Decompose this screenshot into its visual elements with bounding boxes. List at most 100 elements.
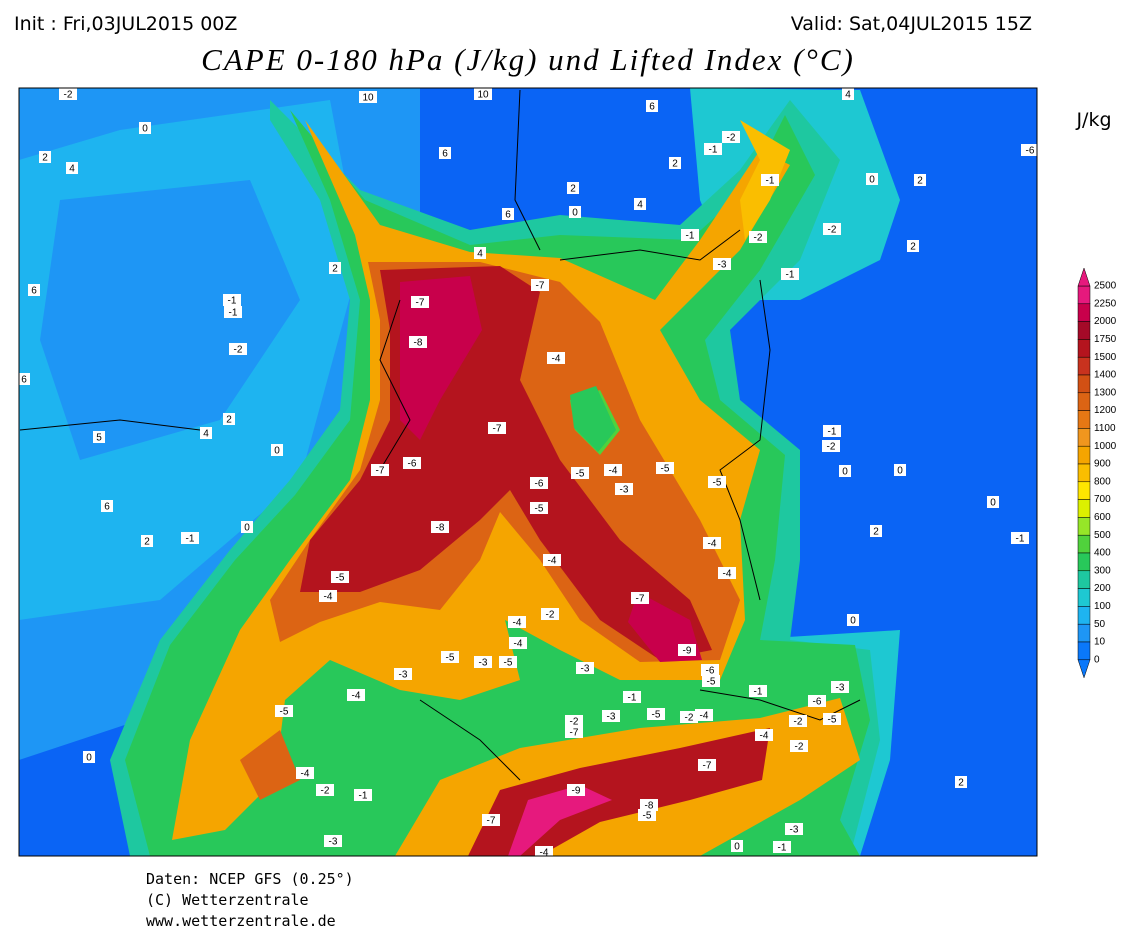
li-label-box bbox=[271, 444, 283, 456]
li-label-text: -3 bbox=[399, 670, 408, 681]
li-label: 0 bbox=[569, 206, 581, 219]
colorbar-segment bbox=[1077, 392, 1091, 411]
colorbar-label: 2500 bbox=[1094, 281, 1117, 292]
colorbar-segment bbox=[1077, 321, 1091, 340]
li-label-text: 4 bbox=[845, 90, 851, 101]
li-label: -4 bbox=[535, 846, 553, 859]
li-label-text: -7 bbox=[536, 281, 545, 292]
li-label-text: 4 bbox=[477, 249, 483, 260]
li-label-box bbox=[669, 157, 681, 169]
li-label-text: -5 bbox=[446, 653, 455, 664]
colorbar-segment bbox=[1077, 641, 1091, 661]
li-label-box bbox=[439, 147, 451, 159]
li-label-box bbox=[241, 521, 253, 533]
li-label-box bbox=[602, 710, 620, 722]
footer-line: (C) Wetterzentrale bbox=[146, 891, 309, 909]
li-label-text: -7 bbox=[376, 466, 385, 477]
li-label-box bbox=[839, 465, 851, 477]
li-label: -7 bbox=[482, 814, 500, 827]
li-label-box bbox=[139, 122, 151, 134]
li-label-text: 0 bbox=[86, 753, 92, 764]
li-label-box bbox=[329, 262, 341, 274]
li-label: 0 bbox=[731, 840, 743, 853]
li-label-box bbox=[567, 784, 585, 796]
li-label-text: 2 bbox=[672, 159, 678, 170]
colorbar-segment bbox=[1077, 588, 1091, 607]
footer-line: Daten: NCEP GFS (0.25°) bbox=[146, 870, 354, 888]
li-label-box bbox=[808, 695, 826, 707]
li-label-box bbox=[987, 496, 999, 508]
li-label-box bbox=[681, 229, 699, 241]
li-label: -4 bbox=[347, 689, 365, 702]
colorbar-segment bbox=[1077, 374, 1091, 394]
li-label-text: -7 bbox=[703, 761, 712, 772]
li-label-box bbox=[571, 467, 589, 479]
li-label-box bbox=[403, 457, 421, 469]
li-label: -1 bbox=[181, 532, 199, 545]
li-label: -7 bbox=[631, 592, 649, 605]
li-label-text: -7 bbox=[493, 424, 502, 435]
li-label: -4 bbox=[703, 537, 721, 550]
li-label-text: -4 bbox=[548, 556, 557, 567]
li-label-box bbox=[275, 705, 293, 717]
li-label-box bbox=[785, 823, 803, 835]
colorbar-label: 10 bbox=[1094, 637, 1106, 648]
li-label-text: 0 bbox=[572, 208, 578, 219]
li-label-box bbox=[847, 614, 859, 626]
li-label-box bbox=[354, 789, 372, 801]
li-label: 2 bbox=[870, 525, 882, 538]
li-label-box bbox=[547, 352, 565, 364]
li-label-text: -4 bbox=[301, 769, 310, 780]
li-label-text: -4 bbox=[708, 539, 717, 550]
li-label: -4 bbox=[319, 590, 337, 603]
li-label-text: 4 bbox=[203, 429, 209, 440]
li-label: -3 bbox=[713, 258, 731, 271]
li-label: 6 bbox=[646, 100, 658, 113]
li-label-box bbox=[499, 656, 517, 668]
li-label-text: -5 bbox=[661, 464, 670, 475]
li-label-text: -5 bbox=[504, 658, 513, 669]
li-label: -2 bbox=[541, 608, 559, 621]
colorbar-segment bbox=[1077, 285, 1091, 305]
li-label: -1 bbox=[681, 229, 699, 242]
li-label-text: -8 bbox=[645, 801, 654, 812]
li-label-box bbox=[316, 784, 334, 796]
li-label-text: -7 bbox=[416, 298, 425, 309]
li-label: -3 bbox=[785, 823, 803, 836]
li-label-text: 5 bbox=[96, 433, 102, 444]
colorbar-label: 700 bbox=[1094, 494, 1111, 505]
li-label-box bbox=[319, 590, 337, 602]
li-label-box bbox=[703, 537, 721, 549]
li-label-box bbox=[474, 88, 492, 100]
li-label-text: 2 bbox=[910, 242, 916, 253]
li-label: -3 bbox=[831, 681, 849, 694]
li-label-text: -4 bbox=[700, 711, 709, 722]
li-label-box bbox=[761, 174, 779, 186]
li-label: -5 bbox=[499, 656, 517, 669]
li-label-box bbox=[656, 462, 674, 474]
li-label: -7 bbox=[488, 422, 506, 435]
colorbar-segment bbox=[1077, 339, 1091, 358]
li-label-text: 4 bbox=[637, 200, 643, 211]
li-label-box bbox=[224, 306, 242, 318]
li-label: -7 bbox=[531, 279, 549, 292]
li-label-box bbox=[543, 554, 561, 566]
li-label-box bbox=[914, 174, 926, 186]
li-label-box bbox=[615, 483, 633, 495]
li-label: -7 bbox=[698, 759, 716, 772]
colorbar-segment bbox=[1077, 606, 1091, 625]
li-label: -1 bbox=[224, 306, 242, 319]
li-label-text: -1 bbox=[709, 145, 718, 156]
colorbar-label: 1750 bbox=[1094, 334, 1117, 345]
li-label-box bbox=[1011, 532, 1029, 544]
li-label: 0 bbox=[241, 521, 253, 534]
li-label-text: -4 bbox=[540, 848, 549, 859]
li-label: -5 bbox=[702, 675, 720, 688]
colorbar-label: 1500 bbox=[1094, 352, 1117, 363]
li-label-box bbox=[141, 535, 153, 547]
li-label-text: -6 bbox=[408, 459, 417, 470]
colorbar-segment bbox=[1077, 552, 1091, 572]
colorbar-label: 900 bbox=[1094, 459, 1111, 470]
colorbar-label: 1300 bbox=[1094, 387, 1117, 398]
